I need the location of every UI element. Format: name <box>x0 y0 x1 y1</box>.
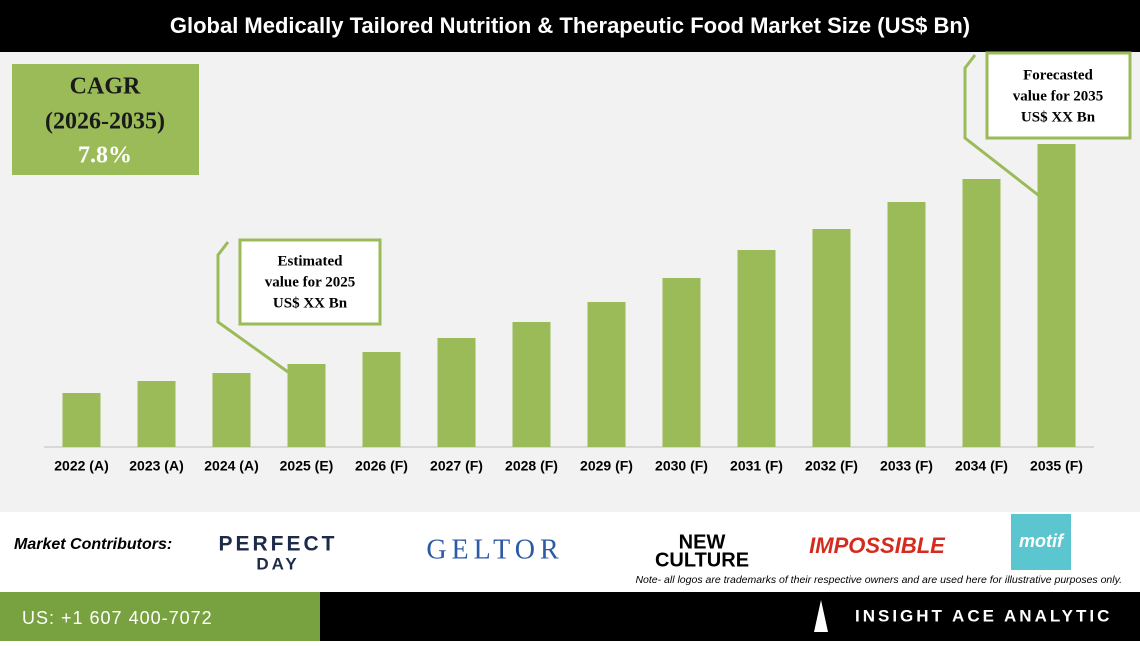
callout-2025: Estimated value for 2025 US$ XX Bn <box>216 238 382 374</box>
bar <box>212 373 251 447</box>
logo: CULTURE <box>655 549 749 571</box>
x-tick-label: 2032 (F) <box>805 458 858 474</box>
x-tick-label: 2035 (F) <box>1030 458 1083 474</box>
x-tick-label: 2024 (A) <box>204 458 258 474</box>
logo: NEW <box>679 531 726 553</box>
x-tick-label: 2029 (F) <box>580 458 633 474</box>
callout-text: US$ XX Bn <box>1021 109 1096 125</box>
x-tick-label: 2030 (F) <box>655 458 708 474</box>
x-tick-label: 2027 (F) <box>430 458 483 474</box>
x-tick-label: 2028 (F) <box>505 458 558 474</box>
bar <box>962 179 1001 447</box>
contributors-band <box>0 512 1140 592</box>
x-tick-label: 2025 (E) <box>280 458 334 474</box>
phone: US: +1 607 400-7072 <box>22 608 213 628</box>
bar <box>512 322 551 447</box>
bar <box>137 381 176 447</box>
logo-box <box>1011 514 1071 570</box>
chart-title: Global Medically Tailored Nutrition & Th… <box>170 13 970 38</box>
x-tick-label: 2023 (A) <box>129 458 183 474</box>
bar <box>1037 144 1076 447</box>
bar <box>812 229 851 447</box>
note: Note- all logos are trademarks of their … <box>635 574 1122 586</box>
cagr-box <box>12 64 199 175</box>
logo: IMPOSSIBLE <box>809 533 946 558</box>
callout-box <box>238 238 382 326</box>
x-tick-label: 2033 (F) <box>880 458 933 474</box>
bar <box>662 278 701 447</box>
logo: PERFECT <box>218 533 337 556</box>
bar <box>737 250 776 447</box>
bar <box>62 393 101 447</box>
callout-text: US$ XX Bn <box>273 295 348 311</box>
callout-text: Forecasted <box>1023 67 1093 83</box>
logo: DAY <box>256 554 299 573</box>
x-tick-label: 2031 (F) <box>730 458 783 474</box>
bar <box>587 302 626 447</box>
footer-left <box>0 592 320 641</box>
logo: GELTOR <box>426 534 563 565</box>
title-bar <box>0 0 1140 52</box>
cagr-period: (2026-2035) <box>45 109 165 135</box>
bar <box>437 338 476 447</box>
footer-right <box>320 592 1140 641</box>
x-tick-label: 2022 (A) <box>54 458 108 474</box>
brand-icon <box>814 600 828 632</box>
callout-text: Estimated <box>278 253 344 269</box>
bar <box>887 202 926 447</box>
cagr-value: 7.8% <box>78 143 132 169</box>
callout-2035: Forecasted value for 2035 US$ XX Bn <box>963 51 1132 200</box>
cagr-label: CAGR <box>70 74 141 100</box>
logo: motif <box>1019 531 1065 551</box>
x-tick-label: 2034 (F) <box>955 458 1008 474</box>
callout-box <box>985 51 1132 140</box>
bar <box>287 364 326 447</box>
x-tick-label: 2026 (F) <box>355 458 408 474</box>
callout-text: value for 2035 <box>1013 88 1104 104</box>
bar <box>362 352 401 447</box>
brand: INSIGHT ACE ANALYTIC <box>855 606 1112 625</box>
contributors-label: Market Contributors: <box>14 536 172 553</box>
callout-line <box>963 54 1043 200</box>
callout-line <box>216 241 289 374</box>
callout-text: value for 2025 <box>265 274 356 290</box>
